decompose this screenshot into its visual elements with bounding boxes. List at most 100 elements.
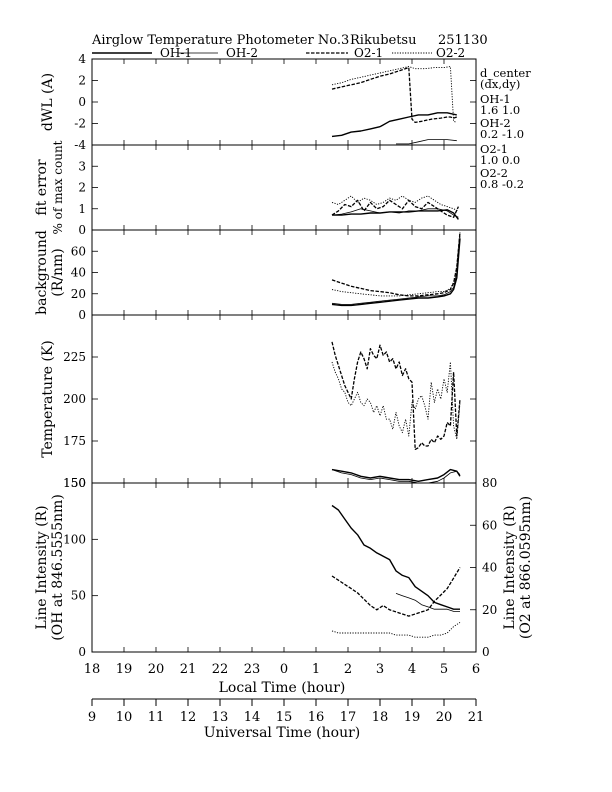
local-time-tick-label: 22 (212, 662, 229, 677)
panel-frame (91, 482, 477, 653)
panel-frame (91, 144, 477, 231)
y-axis-label: dWL (A) (40, 73, 56, 131)
legend-label: OH-1 (160, 46, 192, 60)
universal-time-tick-label: 19 (404, 710, 421, 725)
dcenter-note: OH-2 (480, 116, 511, 130)
universal-time-tick-label: 11 (148, 710, 165, 725)
station-name: Rikubetsu (350, 33, 416, 48)
local-time-label: Local Time (hour) (219, 680, 346, 696)
series-line-oh-1 (331, 112, 457, 138)
series-line-oh-2 (331, 208, 459, 218)
y-right-axis-sublabel: (O2 at 866.0595nm) (518, 496, 534, 639)
figure-title: Airglow Temperature Photometer No.3 (91, 33, 349, 48)
local-time-tick-label: 2 (344, 662, 352, 677)
y-right-tick-label: 80 (482, 476, 497, 490)
legend: OH-1 OH-2 O2-1 O2-2 (92, 46, 465, 60)
y-tick-label: 4 (78, 52, 86, 66)
series-line-o2-1 (331, 567, 461, 617)
y-tick-label: 40 (71, 266, 86, 280)
dcenter-note: O2-2 (480, 166, 508, 180)
y-tick-label: 200 (63, 392, 86, 406)
series-group (331, 195, 459, 220)
local-time-tick-label: 1 (312, 662, 320, 677)
local-time-tick-label: 19 (116, 662, 133, 677)
y-tick-label: 0 (78, 95, 86, 109)
y-tick-label: -2 (74, 117, 86, 131)
universal-time-tick-label: 16 (308, 710, 325, 725)
dcenter-note: OH-1 (480, 92, 511, 106)
series-line-o2-2 (331, 232, 461, 297)
series-line-oh-2 (395, 593, 460, 612)
universal-time-tick-label: 14 (244, 710, 261, 725)
date-label: 251130 (438, 33, 488, 48)
series-group (331, 232, 461, 307)
y-tick-label: 175 (63, 434, 86, 448)
series-line-oh-1 (332, 209, 459, 220)
y-tick-label: 0 (78, 308, 86, 322)
panel-3: 0 20 40 60 background (R/nm) (34, 229, 477, 322)
local-time-tick-label: 18 (84, 662, 101, 677)
y-tick-label: 60 (71, 244, 86, 258)
y-axis-label: Line Intensity (R) (34, 505, 50, 629)
y-right-tick-label: 60 (482, 518, 497, 532)
y-right-axis-label: Line Intensity (R) (502, 505, 518, 629)
y-right-tick-label: 20 (482, 603, 497, 617)
series-line-oh-1 (331, 238, 461, 307)
series-line-oh-2 (331, 469, 461, 483)
header: Airglow Temperature Photometer No.3 Riku… (91, 33, 488, 48)
universal-time-tick-label: 10 (116, 710, 133, 725)
dcenter-note: (dx,dy) (480, 77, 520, 91)
series-line-oh-2 (331, 236, 461, 305)
y-tick-label: 0 (78, 645, 86, 659)
universal-time-tick-label: 13 (212, 710, 229, 725)
universal-time-tick-label: 12 (180, 710, 197, 725)
universal-time-tick-label: 17 (340, 710, 357, 725)
universal-time-label: Universal Time (hour) (204, 725, 361, 741)
universal-time-tick-label: 18 (372, 710, 389, 725)
universal-time-tick-label: 9 (88, 710, 96, 725)
series-group (331, 504, 461, 638)
y-right-tick-label: 0 (482, 645, 490, 659)
y-tick-label: 150 (63, 476, 86, 490)
local-time-tick-label: 23 (244, 662, 261, 677)
series-line-o2-1 (331, 66, 458, 124)
local-time-tick-label: 5 (440, 662, 448, 677)
y-tick-label: 0 (78, 223, 86, 237)
panel-2: 0 1 2 3 fit error% of max count (34, 140, 477, 237)
series-line-oh-1 (331, 504, 460, 610)
universal-time-tick-label: 15 (276, 710, 293, 725)
series-line-oh-1 (331, 468, 461, 482)
legend-label: O2-1 (354, 46, 383, 60)
panel-frame (91, 229, 477, 316)
y-axis-label: Temperature (K) (40, 340, 56, 458)
series-line-o2-1 (331, 341, 461, 451)
y-tick-label: 150 (63, 476, 86, 490)
y-right-tick-label: 40 (482, 561, 497, 575)
y-tick-label: 20 (71, 287, 86, 301)
y-tick-label: -4 (74, 138, 86, 152)
series-line-oh-2 (396, 139, 457, 145)
dcenter-note: 1.0 0.0 (480, 153, 520, 167)
local-time-tick-label: 20 (148, 662, 165, 677)
dcenter-note: 1.6 1.0 (480, 103, 520, 117)
panels: -4 -2 0 2 4 dWL (A) 0 1 2 3 fit error% of max coun… (34, 52, 534, 659)
y-tick-label: 2 (78, 74, 86, 88)
series-line-o2-2 (331, 361, 461, 440)
panel-4: 150 175 200 225 Temperature (K) (40, 314, 477, 490)
y-tick-label: 1 (78, 202, 86, 216)
y-axis-label: fit error (34, 159, 50, 216)
series-line-o2-2 (331, 66, 457, 123)
dcenter-note: O2-1 (480, 142, 508, 156)
y-tick-label: 2 (78, 181, 86, 195)
y-axis-sublabel: % of max count (51, 140, 65, 234)
series-line-o2-1 (331, 232, 461, 297)
y-axis-sublabel: (OH at 846.5555nm) (50, 494, 66, 641)
local-time-tick-label: 4 (408, 662, 416, 677)
local-time-tick-label: 6 (472, 662, 480, 677)
universal-time-tick-label: 20 (436, 710, 453, 725)
series-group (331, 341, 461, 483)
y-tick-label: 3 (78, 159, 86, 173)
local-time-tick-label: 3 (376, 662, 384, 677)
y-axis-sublabel: (R/nm) (50, 248, 66, 296)
